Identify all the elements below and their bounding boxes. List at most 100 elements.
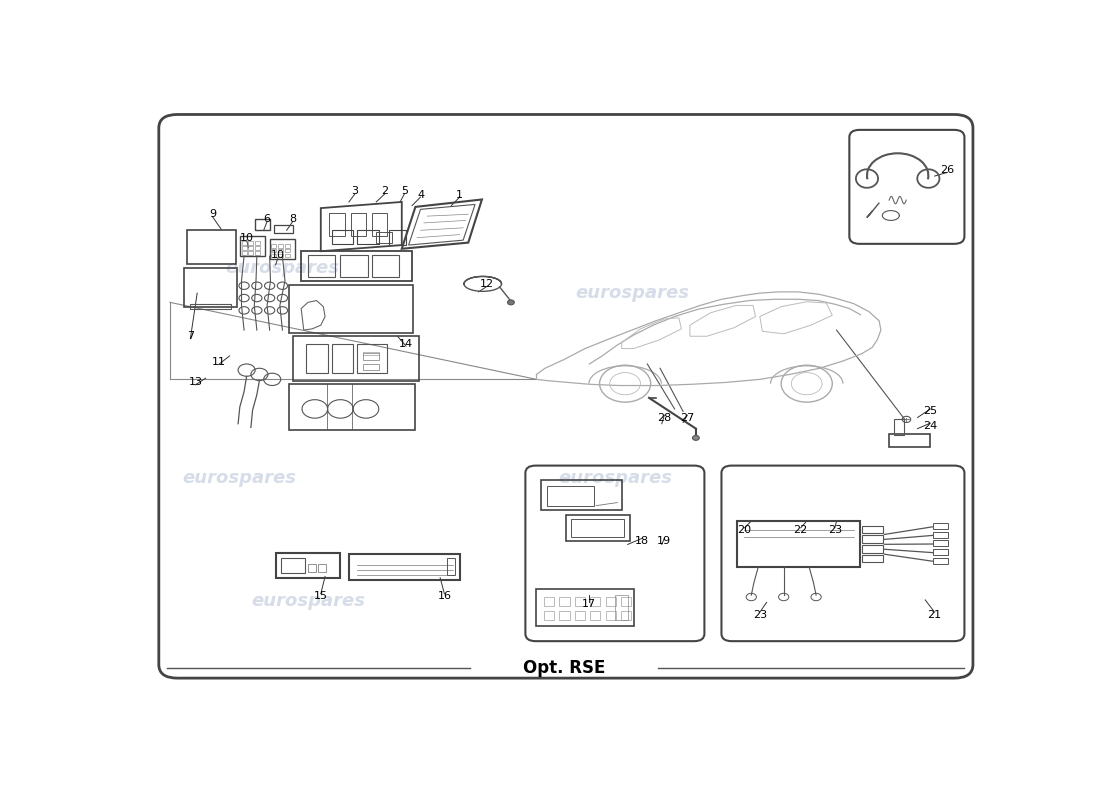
Bar [318,564,326,571]
Text: eurospares: eurospares [226,259,340,278]
Bar [285,244,290,247]
Bar [890,434,931,447]
Bar [332,344,353,373]
Bar [280,558,305,574]
Bar [547,486,594,506]
Bar [242,246,246,250]
Bar [272,244,276,247]
Bar [389,230,406,245]
Text: 19: 19 [658,536,671,546]
Bar [560,598,570,606]
Bar [255,246,261,250]
Bar [308,255,336,277]
Text: 26: 26 [940,165,955,175]
Bar [376,231,392,242]
Bar [293,336,419,381]
Bar [571,518,625,537]
Text: 13: 13 [188,378,202,387]
Bar [862,546,883,553]
Bar [862,526,883,533]
Bar [541,480,622,510]
Bar [536,589,634,626]
Text: 11: 11 [211,357,226,367]
Bar [372,255,399,277]
Bar [242,251,246,255]
Bar [285,254,290,258]
Bar [544,611,554,619]
Bar [862,555,883,562]
Text: 24: 24 [923,421,937,430]
Text: Opt. RSE: Opt. RSE [522,658,605,677]
Text: 6: 6 [264,214,271,224]
Text: 23: 23 [828,526,842,535]
Bar [560,611,570,619]
Bar [620,598,631,606]
Bar [605,611,616,619]
Text: 10: 10 [272,250,285,260]
Bar [358,230,378,244]
Bar [447,558,455,575]
Text: eurospares: eurospares [251,592,365,610]
Text: 16: 16 [438,591,451,601]
Bar [242,242,246,245]
Text: 15: 15 [314,591,328,601]
Text: 2: 2 [382,186,388,197]
Bar [329,213,344,237]
Text: 5: 5 [400,186,408,197]
Text: 18: 18 [635,536,649,546]
Bar [272,249,276,253]
Bar [591,598,601,606]
Text: 9: 9 [209,210,216,219]
Bar [349,554,460,579]
Text: 27: 27 [680,413,694,422]
Circle shape [693,435,700,440]
Bar [575,598,585,606]
Bar [255,242,261,245]
Bar [351,213,366,237]
Bar [575,611,585,619]
Text: eurospares: eurospares [183,469,297,487]
Bar [187,230,236,263]
Bar [363,364,378,370]
Bar [933,523,948,530]
Bar [306,344,328,373]
Bar [270,239,295,258]
Bar [190,303,231,309]
Bar [363,354,378,360]
Bar [249,246,253,250]
Bar [933,558,948,564]
Text: 7: 7 [187,331,194,342]
Bar [933,549,948,555]
Bar [893,419,904,435]
Bar [862,535,883,542]
Bar [289,384,416,430]
Text: 23: 23 [752,610,767,620]
Bar [340,255,367,277]
Bar [272,254,276,258]
Bar [185,269,238,306]
Bar [363,352,378,354]
Bar [566,515,630,541]
Bar [933,540,948,546]
Bar [358,344,387,373]
Text: 17: 17 [582,599,596,610]
Bar [240,237,265,256]
Text: 3: 3 [351,186,359,197]
Bar [249,242,253,245]
Bar [544,598,554,606]
Text: 20: 20 [737,526,751,535]
Text: 10: 10 [240,233,254,242]
Bar [615,595,628,619]
Bar [301,251,412,281]
Bar [255,251,261,255]
Bar [372,213,387,237]
Bar [285,249,290,253]
Text: eurospares: eurospares [558,469,672,487]
Bar [737,522,860,567]
Bar [289,285,412,333]
Bar [620,611,631,619]
Text: eurospares: eurospares [575,284,689,302]
Bar [308,564,316,571]
Circle shape [507,300,515,305]
Text: 8: 8 [289,214,296,224]
